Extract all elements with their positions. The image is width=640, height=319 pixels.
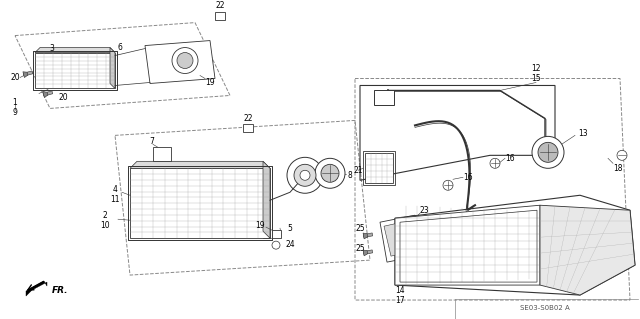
- Text: 16: 16: [505, 154, 515, 163]
- Circle shape: [321, 164, 339, 182]
- Bar: [33, 50, 117, 91]
- Polygon shape: [110, 48, 115, 88]
- Polygon shape: [540, 205, 635, 295]
- Text: 23: 23: [419, 206, 429, 215]
- Text: 4: 4: [113, 185, 117, 194]
- Circle shape: [294, 164, 316, 186]
- Circle shape: [172, 48, 198, 73]
- Text: 24: 24: [285, 240, 295, 249]
- Polygon shape: [44, 91, 52, 96]
- Bar: [363, 151, 395, 185]
- Bar: [243, 124, 253, 132]
- Text: 5: 5: [287, 224, 292, 233]
- Circle shape: [300, 170, 310, 180]
- Bar: [215, 11, 225, 19]
- Text: 8: 8: [348, 171, 353, 180]
- Polygon shape: [395, 195, 635, 295]
- Polygon shape: [145, 41, 215, 84]
- Bar: [153, 147, 171, 161]
- Polygon shape: [384, 220, 418, 256]
- Polygon shape: [363, 233, 368, 239]
- Circle shape: [287, 157, 323, 193]
- Polygon shape: [23, 71, 33, 76]
- Text: 3: 3: [49, 44, 54, 53]
- Text: 16: 16: [463, 173, 473, 182]
- Text: 12: 12: [531, 64, 541, 73]
- Text: 20: 20: [10, 73, 20, 82]
- Text: 15: 15: [531, 74, 541, 83]
- Polygon shape: [130, 161, 270, 168]
- Text: 22: 22: [215, 1, 225, 10]
- Text: 21: 21: [353, 166, 363, 175]
- Text: 9: 9: [13, 108, 17, 117]
- Text: 14: 14: [395, 286, 405, 294]
- Polygon shape: [43, 92, 48, 98]
- Text: 2: 2: [102, 211, 108, 220]
- Polygon shape: [364, 250, 372, 254]
- Text: 11: 11: [110, 195, 120, 204]
- Circle shape: [532, 137, 564, 168]
- Bar: [128, 166, 272, 240]
- Circle shape: [443, 180, 453, 190]
- Bar: [272, 230, 281, 238]
- Polygon shape: [35, 48, 115, 53]
- Text: 20: 20: [58, 93, 68, 102]
- Text: SE03-S0B02 A: SE03-S0B02 A: [520, 305, 570, 311]
- Polygon shape: [263, 161, 270, 238]
- Text: 19: 19: [205, 78, 215, 87]
- Bar: [130, 168, 270, 238]
- Text: 13: 13: [578, 129, 588, 138]
- Polygon shape: [395, 205, 540, 285]
- Text: 18: 18: [613, 164, 623, 173]
- Circle shape: [315, 158, 345, 188]
- Circle shape: [538, 142, 558, 162]
- Circle shape: [272, 241, 280, 249]
- Text: 7: 7: [150, 137, 154, 146]
- Bar: [35, 53, 115, 88]
- Text: FR.: FR.: [52, 286, 68, 294]
- Text: 19: 19: [255, 221, 265, 230]
- Text: 25: 25: [355, 224, 365, 233]
- Circle shape: [617, 150, 627, 160]
- Text: 25: 25: [355, 244, 365, 253]
- Polygon shape: [364, 233, 372, 237]
- Text: 6: 6: [118, 43, 122, 52]
- Text: 17: 17: [395, 295, 405, 305]
- Text: 1: 1: [13, 98, 17, 107]
- Polygon shape: [26, 281, 47, 296]
- Text: 22: 22: [243, 114, 253, 123]
- Bar: [365, 153, 393, 183]
- Polygon shape: [23, 72, 28, 78]
- Polygon shape: [363, 250, 368, 256]
- Circle shape: [177, 53, 193, 69]
- Circle shape: [490, 158, 500, 168]
- Text: 10: 10: [100, 221, 110, 230]
- Bar: [374, 91, 394, 106]
